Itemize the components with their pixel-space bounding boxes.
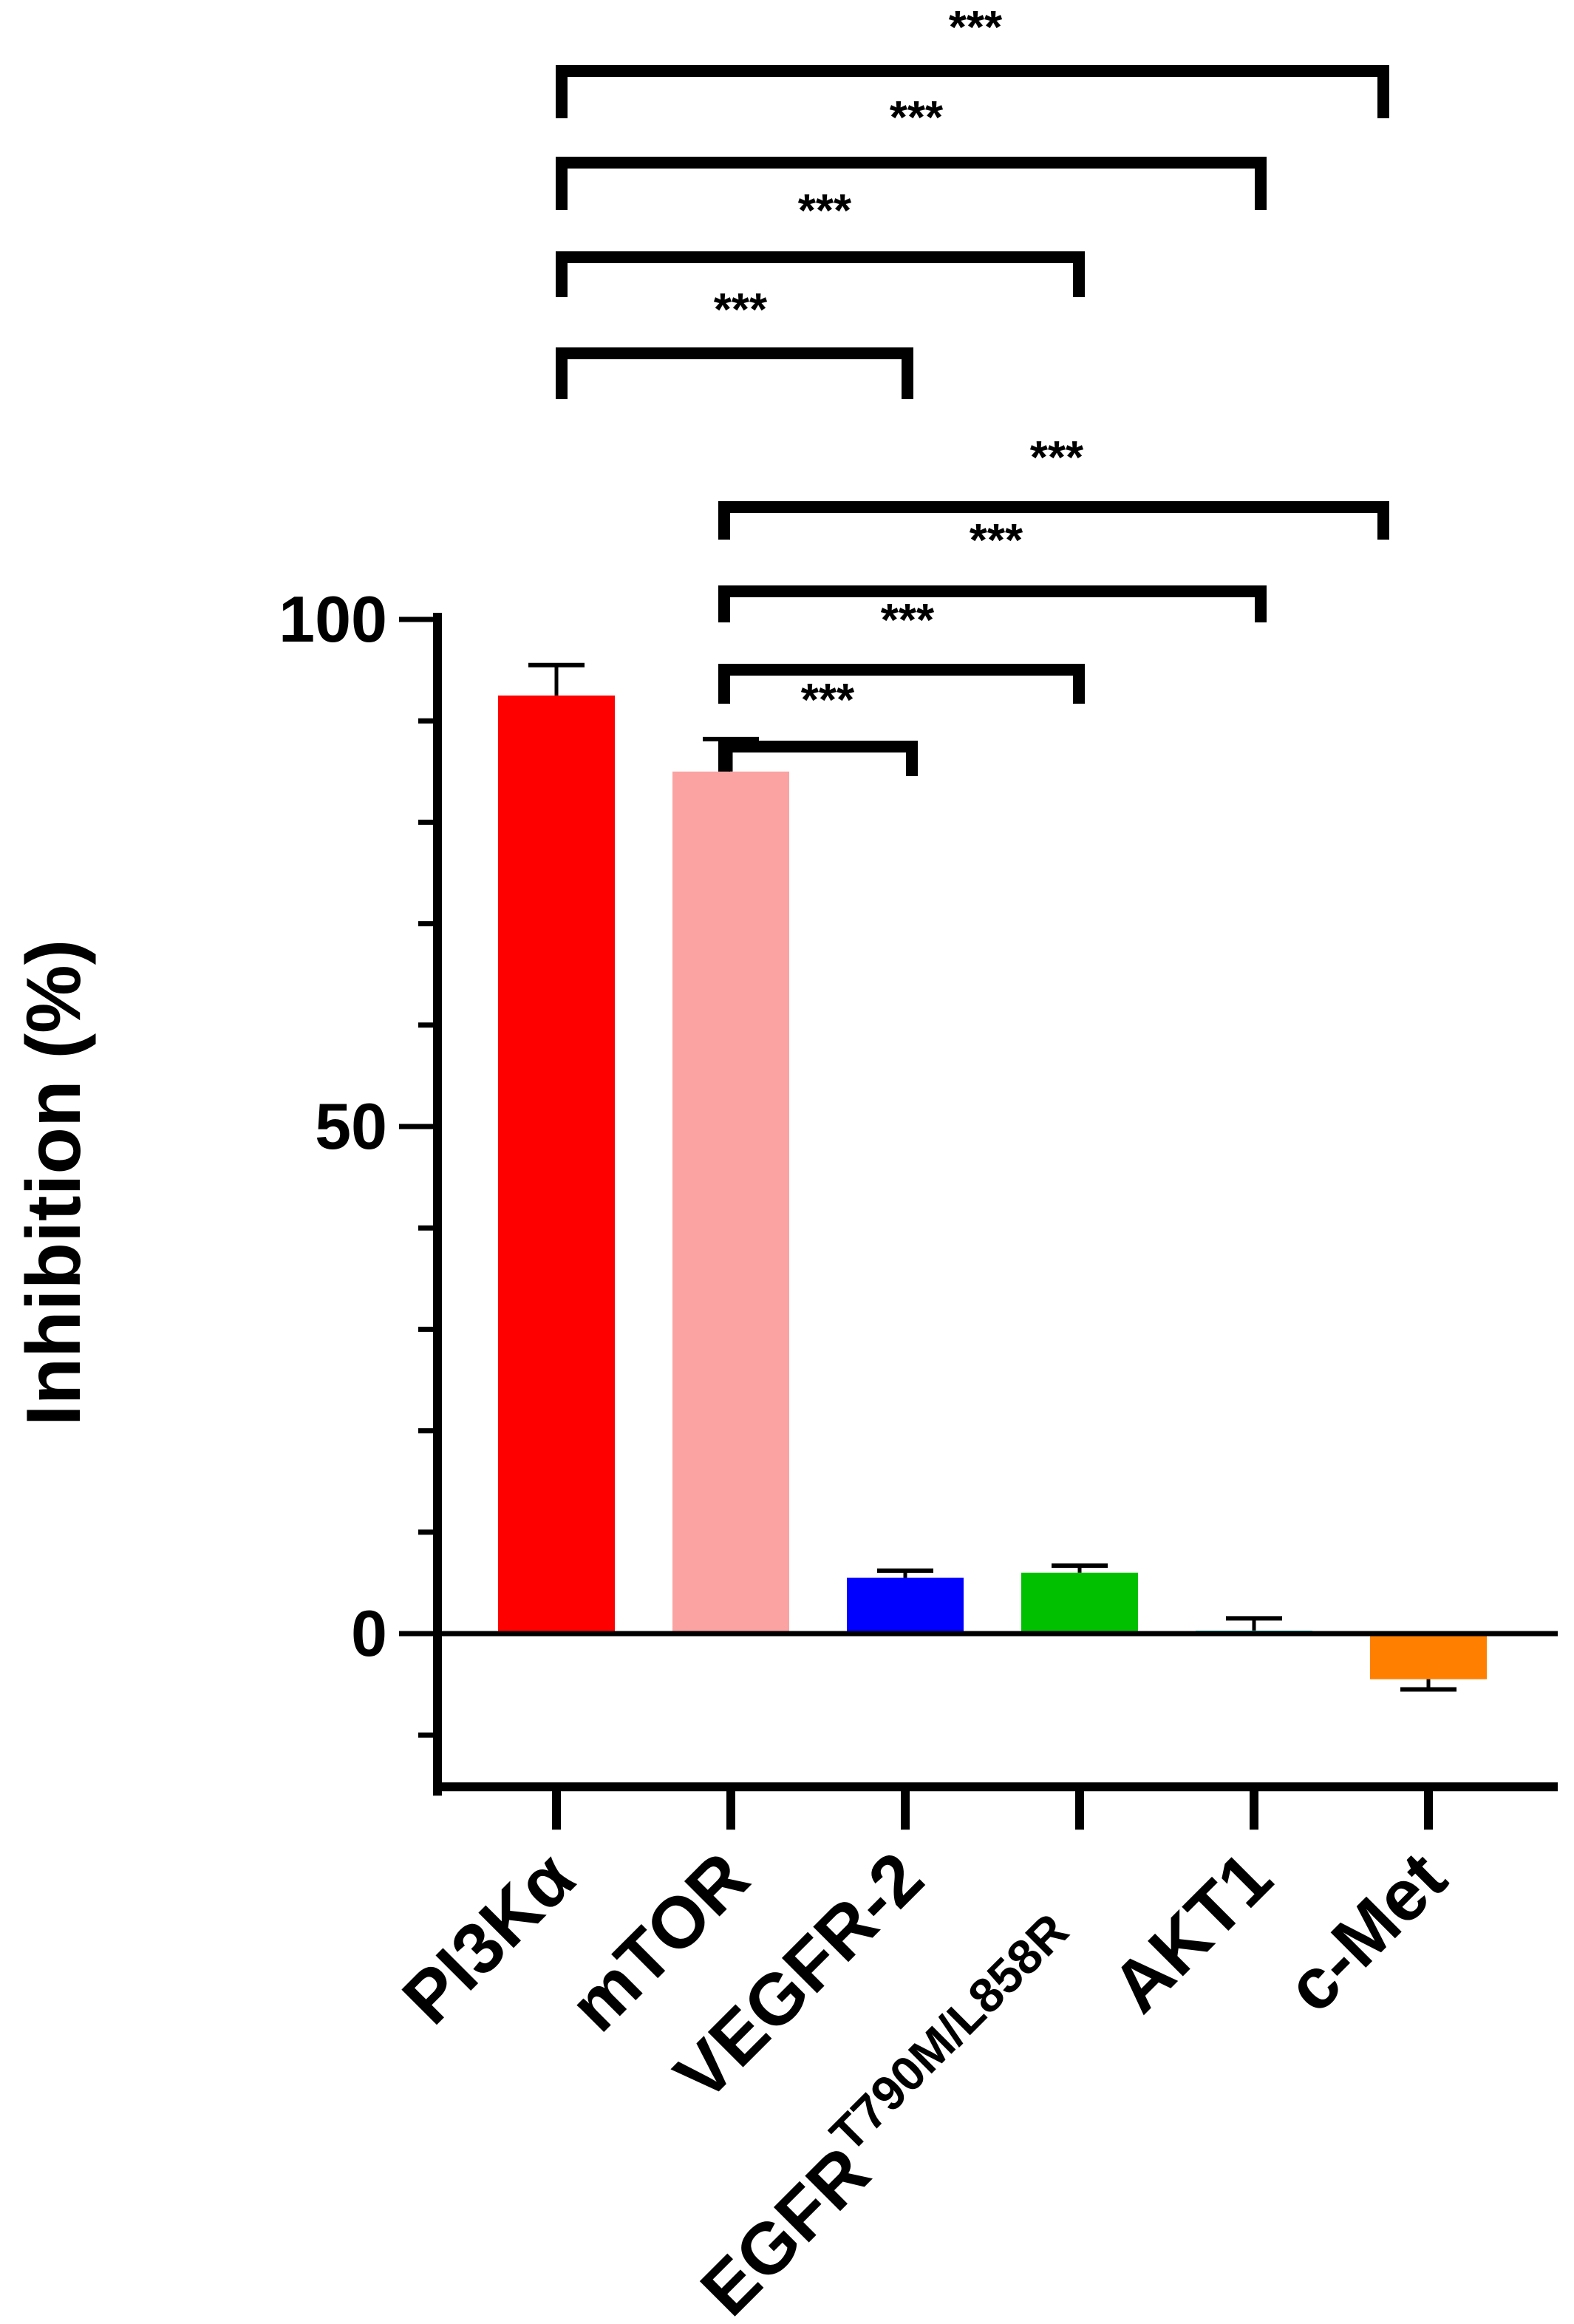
x-tick-label-4: AKT1: [1096, 1836, 1287, 2028]
x-tick-label-5: c-Met: [1270, 1836, 1462, 2028]
significance-bracket-4: [718, 501, 1389, 540]
bars: [498, 662, 1487, 1692]
bar-2: [847, 1577, 964, 1634]
bar-5: [1370, 1634, 1487, 1679]
significance-label-2: ***: [798, 186, 852, 237]
significance-label-4: ***: [1030, 432, 1084, 483]
y-tick-label: 100: [279, 582, 387, 656]
significance-bracket-0: [556, 65, 1389, 118]
axes: 0 50 100: [279, 582, 1558, 1830]
significance-bracket-1: [556, 157, 1267, 210]
significance-label-3: ***: [714, 285, 768, 336]
bar-0: [498, 695, 615, 1634]
significance-label-6: ***: [881, 595, 935, 646]
significance-label-0: ***: [949, 2, 1003, 53]
significance-bracket-7: [718, 741, 918, 776]
bar-1: [672, 771, 789, 1634]
significance-label-1: ***: [890, 92, 944, 143]
x-tick-label-0: PI3Kα: [386, 1836, 589, 2039]
significance-brackets: ************************: [556, 2, 1389, 776]
y-tick-label: 50: [315, 1090, 387, 1163]
significance-label-7: ***: [801, 675, 855, 726]
y-tick-label: 0: [351, 1597, 387, 1670]
significance-label-5: ***: [970, 515, 1023, 566]
significance-bracket-5: [718, 585, 1267, 622]
bar-3: [1021, 1572, 1138, 1634]
x-tick-label-3: EGFRT790M/L858R: [677, 1903, 1105, 2324]
significance-bracket-3: [556, 347, 913, 399]
y-axis-label: Inhibition (%): [11, 940, 97, 1426]
significance-bracket-2: [556, 251, 1085, 297]
significance-bracket-6: [718, 664, 1085, 704]
